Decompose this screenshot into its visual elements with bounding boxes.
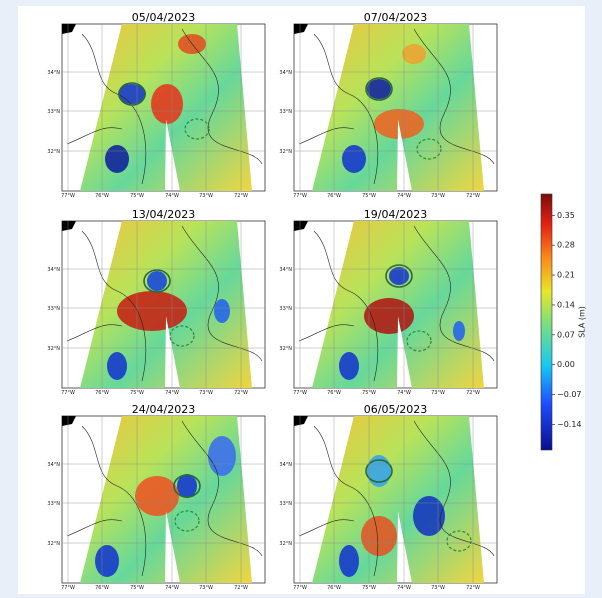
page: {"panels":[{"title":"05/04/2023"},{"titl… [0, 0, 602, 594]
lon-label: 72°W [234, 390, 248, 396]
anomaly [361, 516, 397, 556]
anomaly [135, 476, 179, 516]
lat-label: 34°N [279, 267, 292, 273]
lon-label: 75°W [362, 585, 376, 591]
lat-label: 32°N [279, 346, 292, 352]
lon-label: 76°W [327, 390, 341, 396]
colorbar-label: SLA (m) [578, 306, 587, 338]
anomaly [105, 145, 129, 173]
anomaly [95, 545, 119, 577]
lon-label: 77°W [293, 390, 307, 396]
lat-label: 34°N [47, 70, 60, 76]
lon-label: 73°W [431, 585, 445, 591]
lat-label: 33°N [47, 109, 60, 115]
lon-label: 73°W [199, 193, 213, 199]
lon-label: 74°W [397, 390, 411, 396]
lon-label: 72°W [466, 390, 480, 396]
lon-label: 75°W [362, 193, 376, 199]
anomaly [214, 299, 230, 323]
lon-label: 75°W [130, 193, 144, 199]
lon-label: 72°W [234, 193, 248, 199]
lon-label: 75°W [362, 390, 376, 396]
lat-label: 32°N [47, 541, 60, 547]
map-panel: 19/04/2023 77°W 76°W 75°W 74°W 73°W 72°W 34°N 33… [279, 208, 497, 396]
map-panel: 06/05/2023 77°W 76°W 75°W 74°W 73°W 72°W 34°N 33… [279, 403, 497, 591]
lat-label: 34°N [47, 462, 60, 468]
lon-label: 77°W [61, 390, 75, 396]
anomaly [339, 545, 359, 577]
lat-label: 33°N [47, 501, 60, 507]
lat-label: 32°N [279, 541, 292, 547]
lon-label: 76°W [95, 390, 109, 396]
lat-label: 33°N [279, 306, 292, 312]
figure: 05/04/2023 77°W 76°W 75°W 74°W 73°W 72°W 34°N 33… [0, 0, 602, 594]
map-panel: 05/04/2023 77°W 76°W 75°W 74°W 73°W 72°W 34°N 33… [47, 11, 265, 199]
anomaly [151, 84, 183, 124]
anomaly [367, 79, 391, 99]
colorbar-tick-label: −0.14 [557, 420, 582, 429]
lon-label: 77°W [293, 585, 307, 591]
lon-label: 73°W [431, 390, 445, 396]
anomaly [389, 267, 409, 285]
lat-label: 33°N [279, 501, 292, 507]
lon-label: 77°W [61, 585, 75, 591]
lat-label: 32°N [47, 149, 60, 155]
anomaly [147, 271, 167, 291]
lon-label: 72°W [466, 585, 480, 591]
anomaly [402, 44, 426, 64]
lon-label: 73°W [199, 585, 213, 591]
panel-title: 06/05/2023 [364, 403, 427, 416]
colorbar-tick-label: 0.07 [557, 330, 575, 339]
panel-title: 07/04/2023 [364, 11, 427, 24]
map-panel: 24/04/2023 77°W 76°W 75°W 74°W 73°W 72°W 34°N 33… [47, 403, 265, 591]
lon-label: 76°W [95, 585, 109, 591]
lon-label: 76°W [327, 585, 341, 591]
lon-label: 74°W [165, 390, 179, 396]
lon-label: 73°W [199, 390, 213, 396]
lat-label: 34°N [47, 267, 60, 273]
lon-label: 73°W [431, 193, 445, 199]
anomaly [453, 321, 465, 341]
colorbar-tick-label: 0.14 [557, 300, 575, 309]
panel-title: 05/04/2023 [132, 11, 195, 24]
lon-label: 72°W [234, 585, 248, 591]
anomaly [208, 436, 236, 476]
colorbar-tick-label: 0.35 [557, 211, 575, 220]
lon-label: 75°W [130, 390, 144, 396]
lon-label: 75°W [130, 585, 144, 591]
lat-label: 32°N [47, 346, 60, 352]
lat-label: 34°N [279, 70, 292, 76]
lat-label: 33°N [279, 109, 292, 115]
panel-title: 24/04/2023 [132, 403, 195, 416]
lon-label: 76°W [95, 193, 109, 199]
lat-label: 33°N [47, 306, 60, 312]
colorbar-tick-label: −0.07 [557, 390, 582, 399]
panel-title: 13/04/2023 [132, 208, 195, 221]
map-panel: 07/04/2023 77°W 76°W 75°W 74°W 73°W 72°W 34°N 33… [279, 11, 497, 199]
colorbar-tick-label: 0.00 [557, 360, 575, 369]
lon-label: 77°W [293, 193, 307, 199]
lon-label: 74°W [165, 193, 179, 199]
lon-label: 74°W [397, 193, 411, 199]
lat-label: 32°N [279, 149, 292, 155]
colorbar [541, 194, 552, 450]
anomaly [107, 352, 127, 380]
anomaly [342, 145, 366, 173]
anomaly [117, 291, 187, 331]
lon-label: 76°W [327, 193, 341, 199]
panel-title: 19/04/2023 [364, 208, 427, 221]
colorbar-tick-label: 0.28 [557, 241, 575, 250]
lat-label: 34°N [279, 462, 292, 468]
lon-label: 74°W [165, 585, 179, 591]
lon-label: 72°W [466, 193, 480, 199]
colorbar-tick-label: 0.21 [557, 271, 575, 280]
lon-label: 77°W [61, 193, 75, 199]
anomaly [339, 352, 359, 380]
map-panel: 13/04/2023 77°W 76°W 75°W 74°W 73°W 72°W 34°N 33… [47, 208, 265, 396]
lon-label: 74°W [397, 585, 411, 591]
